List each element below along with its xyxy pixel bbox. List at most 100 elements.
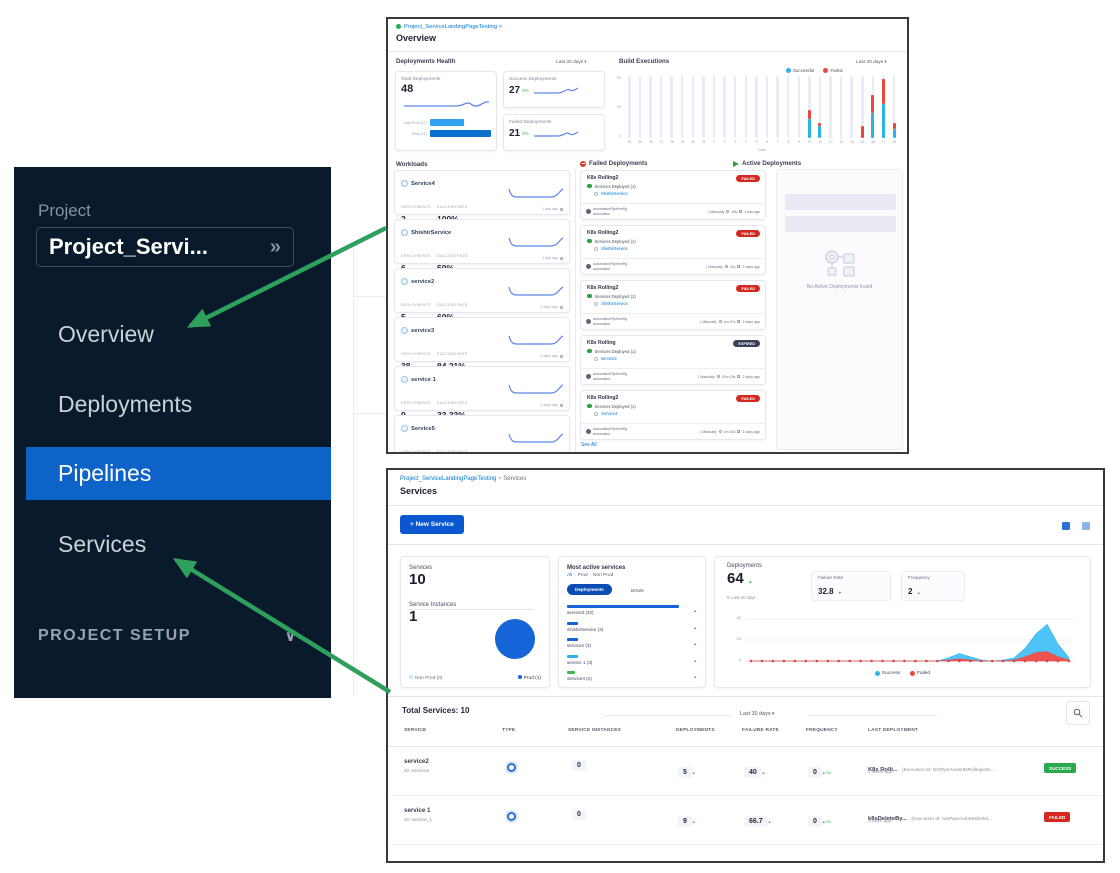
breadcrumb[interactable]: Project_ServiceLandingPageTesting > [396,24,502,30]
empty-deployments-icon [825,250,855,277]
most-active-row[interactable]: Service4 (2) [567,670,699,687]
filter-prod[interactable]: Prod [577,573,588,578]
deployments-sub: In Last 30 days [727,595,756,600]
status-badge: FAILED [736,230,760,237]
failed-deployment-card[interactable]: K8s Rolling2 FAILED Services Deployed (1… [580,170,766,220]
build-bar: 14 [847,76,856,144]
clock-icon [560,256,563,260]
services-deployed-icon [587,183,592,189]
sidebar-item-deployments[interactable]: Deployments [14,379,331,429]
failed-deployment-card[interactable]: K8s Rolling2 FAILED Services Deployed (1… [580,390,766,440]
service-link[interactable]: ShishirService [601,301,628,306]
new-service-button[interactable]: + New Service [400,515,464,534]
service-link[interactable]: Service4 [601,411,618,416]
row-deployments: 9 [678,816,692,827]
service-link[interactable]: ShishirService [601,191,628,196]
project-setup-toggle[interactable]: PROJECT SETUP ∨ [38,627,298,645]
workload-sparkline [508,237,564,247]
most-active-row[interactable]: service2 (3) [567,637,699,654]
search-button[interactable] [1066,701,1090,725]
failed-deployments-title: Failed Deployments [589,160,648,167]
col-frequency: FREQUENCY [806,728,838,733]
workload-sparkline [508,188,564,198]
table-row[interactable]: service2 ID: service2 0 5 40 00% K8s Rol… [388,747,1103,796]
workload-footer: 2 days ago [540,403,564,407]
failed-deployment-card[interactable]: K8s Rolling2 FAILED Services Deployed (1… [580,225,766,275]
services-deployed-label: Services Deployed (1) [594,403,636,409]
project-status-icon [396,24,401,29]
trigger-line1: automationPipelineRg [593,262,628,267]
most-active-row[interactable]: ShishirService (3) [567,621,699,638]
service-icon [401,180,408,188]
trigger-mode: Manually [702,429,717,434]
breadcrumb-link[interactable]: Project_ServiceLandingPageTesting [400,476,497,482]
tab-errors[interactable]: Errors [631,588,644,593]
build-range-dropdown[interactable]: Last 30 days [856,59,887,65]
tab-deployments[interactable]: Deployments [567,584,612,595]
grid-view-icon[interactable] [1062,522,1070,530]
breadcrumb[interactable]: Project_ServiceLandingPageTesting > Serv… [400,476,526,482]
env-filters[interactable]: All | Prod | Non Prod [567,573,614,578]
services-deployed-icon [587,293,592,299]
time-ago: 2 days ago [742,264,760,269]
trigger-mode: Manually [700,374,715,379]
trigger-line1: automationPipelineRg [593,317,628,322]
filter-all[interactable]: All [567,573,573,578]
page-title: Services [400,486,438,496]
row-execution-id: (Execution Id: NGPipeAutoK8sDelet... [911,817,993,822]
most-active-row[interactable]: service 1 (3) [567,654,699,671]
health-range-dropdown[interactable]: Last 30 days [556,59,587,65]
duration-value: 15s [731,209,738,214]
success-deployments-label: Success Deployments [509,77,557,82]
up-arrow-icon [762,771,766,775]
service-link[interactable]: ShishirService [601,246,628,251]
build-bar: 16 [869,76,878,144]
service-icon [401,327,408,335]
service-icon [401,278,408,286]
success-delta: 0% [522,87,529,93]
clock-icon [560,207,563,211]
calendar-icon [737,265,741,269]
failed-deployment-card[interactable]: K8s Rolling2 FAILED Services Deployed (1… [580,280,766,330]
list-view-icon[interactable] [1082,522,1090,530]
sidebar-item-pipelines[interactable]: Pipelines [26,447,331,500]
trigger-mode: Manually [708,264,723,269]
legend-prod: Prod (1) [517,675,541,681]
table-range-dropdown[interactable]: Last 30 days [740,711,774,717]
row-last-when: 3 days ago [868,819,892,824]
frequency-value: 2 [908,587,913,596]
filter-nonprod[interactable]: Non Prod [592,573,614,578]
failed-deployment-card[interactable]: K8s Rolling EXPIRED Services Deployed (1… [580,335,766,385]
deployments-col-label: DEPLOYMENTS [401,303,431,307]
col-service-instances: SERVICE INSTANCES [568,728,622,733]
sidebar-item-overview[interactable]: Overview [14,309,331,359]
failed-deployments-card: Failed Deployments 21 0% [503,114,605,151]
failed-icon [580,160,586,167]
activity-bar [567,654,578,658]
deployment-meta: automationPipelineRg automation | Manuall… [581,368,765,384]
build-legend: Successful Failed [786,68,842,74]
workload-sparkline [508,286,564,296]
project-selector[interactable]: Project_Servi... » [36,227,294,267]
build-bar: 31 [699,76,708,144]
execution-meta: | Manually 15s 1 day ago [708,209,760,214]
service-link[interactable]: service3 [601,356,617,361]
row-instances: 0 [572,809,586,820]
legend-nonprod: Non Prod (0) [409,675,442,681]
table-row[interactable]: service 1 ID: service_1 0 9 66.7 00% k8s… [388,796,1103,845]
failure-rate-box: Failure Rate 32.8 [811,571,891,601]
see-all-link[interactable]: See All [581,442,597,448]
failed-sparkline [534,131,579,137]
up-arrow-icon [693,642,697,646]
col-type: TYPE [502,728,516,733]
most-active-row[interactable]: service3 (32) [567,604,699,621]
sidebar-item-services[interactable]: Services [14,519,331,569]
build-bar: 9 [795,76,804,144]
trigger-line2: automation [593,376,611,381]
